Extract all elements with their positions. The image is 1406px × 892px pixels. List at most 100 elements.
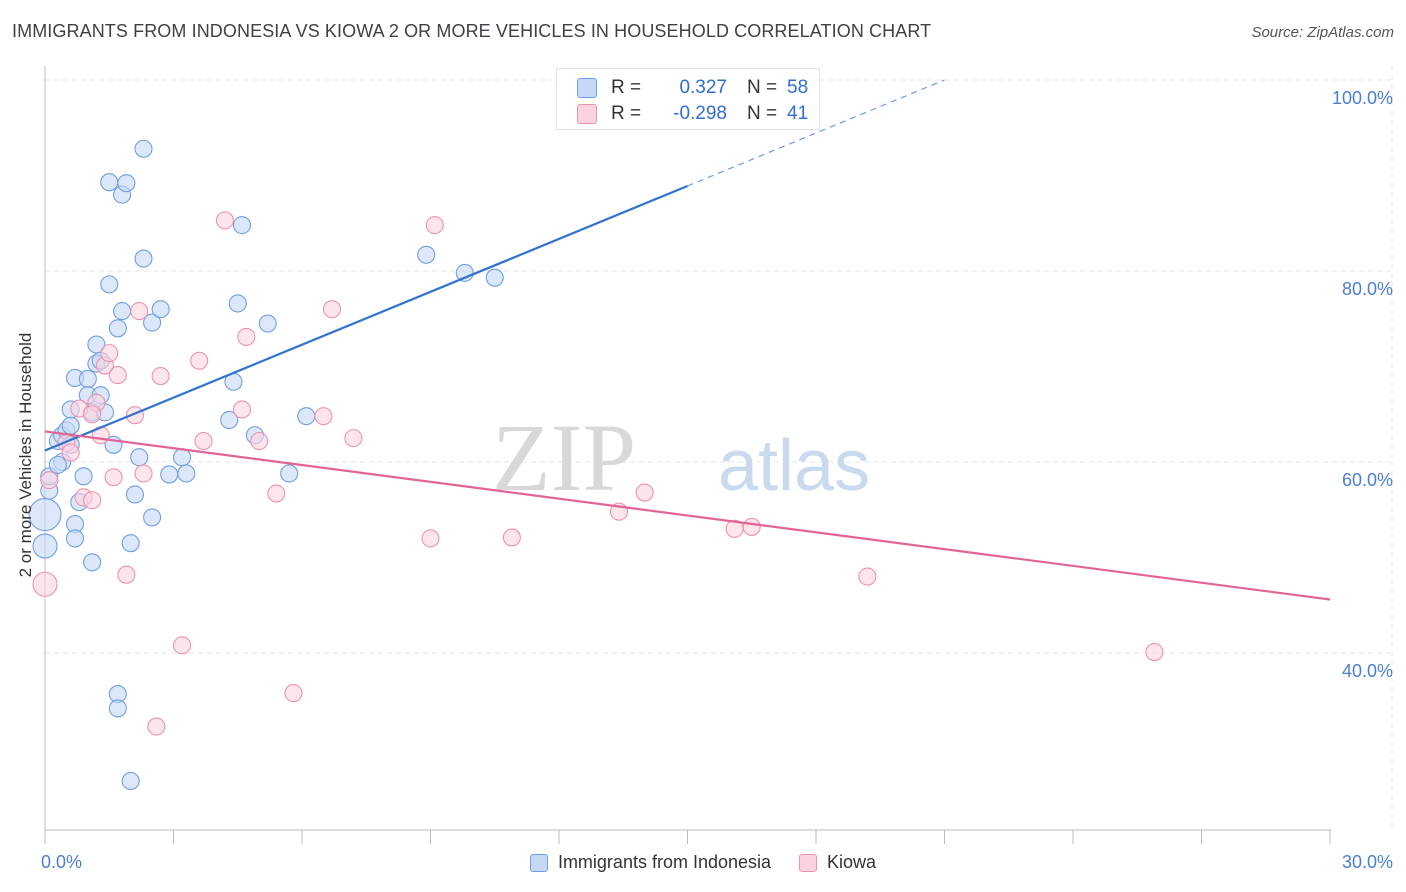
indonesia-point [134, 249, 153, 268]
indonesia-point [232, 216, 252, 235]
tick-labels: 40.0% 60.0% 80.0% 100.0% 0.0% 30.0% [41, 88, 1393, 872]
stats-swatch-kiowa [577, 104, 597, 124]
kiowa-point [61, 443, 80, 462]
stats-row-indonesia: R = 0.327 N = 58 [577, 77, 808, 99]
indonesia-point [485, 268, 504, 287]
indonesia-point [121, 534, 140, 553]
kiowa-point [322, 300, 342, 319]
indonesia-point [280, 464, 299, 483]
data-points [28, 139, 1164, 791]
indonesia-point [228, 294, 247, 313]
indonesia-point [108, 699, 127, 718]
legend: Immigrants from Indonesia Kiowa [0, 852, 1406, 873]
indonesia-point [61, 416, 80, 435]
kiowa-point [83, 405, 102, 424]
kiowa-point [108, 366, 127, 385]
kiowa-point [151, 366, 170, 386]
indonesia-point [78, 369, 97, 388]
axes [44, 66, 1331, 844]
n-value: 58 [787, 77, 809, 98]
kiowa-point [344, 429, 363, 448]
kiowa-point [250, 431, 269, 451]
r-value: -0.298 [673, 103, 727, 124]
indonesia-point [220, 410, 239, 430]
legend-swatch-kiowa [799, 853, 818, 872]
indonesia-point [151, 300, 170, 319]
r-label: R = [611, 103, 642, 124]
indonesia-point [297, 407, 316, 426]
indonesia-point [121, 771, 140, 791]
stats-swatch-indonesia [577, 78, 597, 98]
kiowa-point [190, 351, 209, 370]
indonesia-point [113, 302, 132, 321]
kiowa-point [83, 491, 102, 510]
kiowa-point [267, 484, 286, 503]
kiowa-point [194, 431, 213, 451]
indonesia-trend-extension [687, 79, 945, 187]
legend-item-kiowa[interactable]: Kiowa [799, 852, 876, 873]
y-tick-label: 60.0% [1342, 470, 1393, 490]
indonesia-point [134, 139, 153, 158]
y-axis-label: 2 or more Vehicles in Household [16, 332, 35, 578]
indonesia-point [74, 467, 93, 486]
n-value: 41 [787, 103, 809, 124]
indonesia-point [65, 529, 85, 548]
kiowa-trend-line [44, 430, 1331, 601]
indonesia-point [125, 485, 144, 504]
indonesia-point [83, 553, 102, 572]
source-credit: Source: ZipAtlas.com [1251, 24, 1394, 41]
indonesia-point [143, 508, 162, 527]
kiowa-point [215, 211, 234, 230]
legend-label-kiowa: Kiowa [827, 852, 877, 872]
kiowa-point [425, 216, 444, 235]
y-tick-label: 40.0% [1342, 661, 1393, 681]
indonesia-trend-line [44, 184, 688, 452]
kiowa-point [858, 567, 877, 586]
kiowa-point [147, 717, 166, 736]
indonesia-point [108, 319, 127, 338]
kiowa-point [100, 344, 119, 363]
kiowa-point [117, 565, 136, 584]
r-label: R = [611, 77, 642, 98]
stats-row-kiowa: R = -0.298 N = 41 [577, 103, 808, 125]
indonesia-point [417, 245, 436, 264]
kiowa-point [104, 468, 123, 487]
chart-title: IMMIGRANTS FROM INDONESIA VS KIOWA 2 OR … [12, 21, 932, 41]
kiowa-point [284, 684, 303, 703]
legend-item-indonesia[interactable]: Immigrants from Indonesia [529, 852, 772, 873]
indonesia-point [48, 455, 67, 474]
n-label: N = [747, 77, 778, 98]
indonesia-point [100, 173, 119, 192]
watermark-atlas: atlas [718, 426, 870, 506]
kiowa-point [40, 471, 59, 490]
kiowa-point [130, 302, 149, 321]
legend-label-indonesia: Immigrants from Indonesia [557, 852, 772, 872]
indonesia-point [117, 174, 136, 193]
y-tick-label: 100.0% [1332, 88, 1393, 108]
indonesia-point [258, 314, 277, 333]
trend-lines [44, 79, 1331, 601]
indonesia-point [160, 465, 179, 484]
indonesia-point [130, 448, 149, 467]
kiowa-point [421, 529, 440, 548]
kiowa-point [134, 464, 153, 483]
indonesia-point [143, 313, 162, 332]
n-label: N = [747, 103, 778, 124]
kiowa-point [502, 528, 521, 547]
grid-lines [45, 66, 1393, 830]
x-tick-label: 30.0% [1342, 852, 1393, 872]
r-value: 0.327 [679, 77, 727, 98]
kiowa-point [1145, 642, 1164, 662]
y-tick-label: 80.0% [1342, 279, 1393, 299]
watermark: ZIP atlas [492, 404, 870, 511]
kiowa-point [742, 517, 761, 536]
indonesia-point [177, 464, 196, 483]
kiowa-point [635, 483, 654, 502]
watermark-zip: ZIP [492, 404, 636, 511]
indonesia-point [455, 263, 474, 282]
kiowa-point [32, 571, 58, 597]
kiowa-point [173, 636, 192, 655]
stats-box: R = 0.327 N = 58 R = -0.298 N = 41 [556, 68, 820, 130]
kiowa-point [237, 327, 256, 346]
